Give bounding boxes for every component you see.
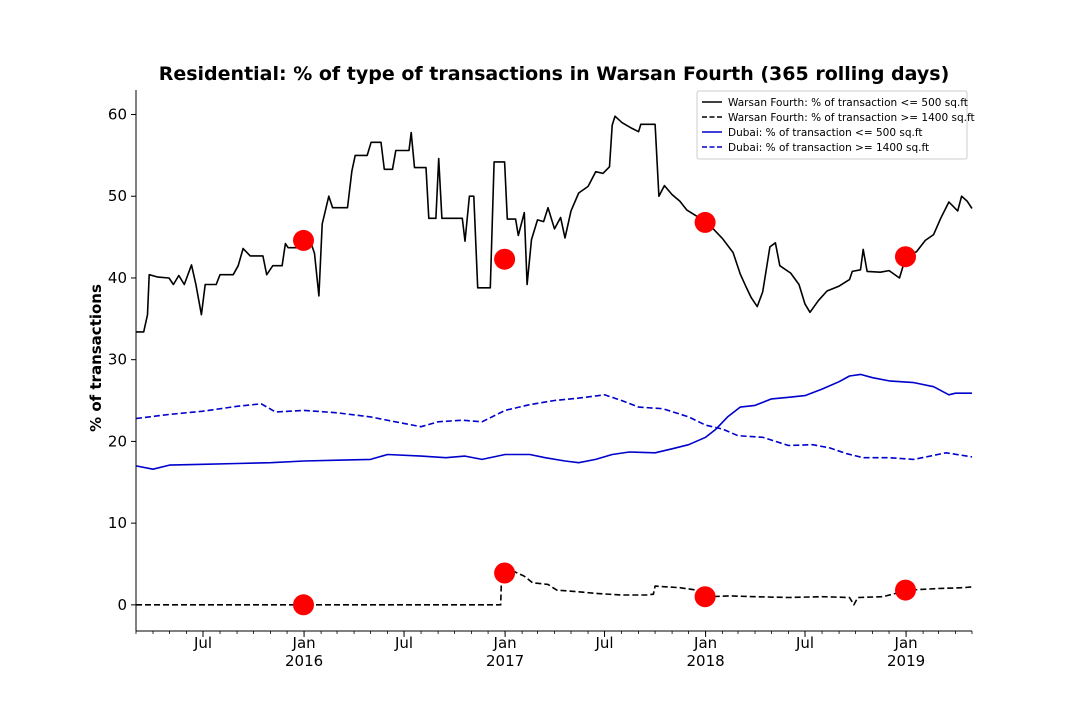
x-tick-year-label-2: 2016 — [285, 652, 323, 670]
chart-title: Residential: % of type of transactions i… — [159, 63, 950, 85]
marker-point-1 — [293, 229, 314, 251]
x-tick-label-1: Jul — [193, 634, 212, 652]
y-tick-label-0: 0 — [117, 596, 127, 614]
y-tick-label-30: 30 — [108, 351, 127, 369]
marker-point-5 — [293, 594, 314, 616]
marker-point-7 — [694, 586, 716, 608]
marker-point-4 — [895, 246, 916, 268]
y-tick-label-20: 20 — [108, 432, 127, 450]
x-tick-label-6: Jan — [693, 634, 717, 652]
x-tick-label-8: Jan — [894, 634, 918, 652]
series-line-4 — [135, 393, 973, 461]
series-line-2 — [136, 565, 973, 606]
x-tick-label-4: Jan — [493, 634, 517, 652]
series-line-3 — [135, 373, 972, 471]
legend-label-1: Warsan Fourth: % of transaction <= 500 s… — [728, 97, 968, 109]
x-tick-year-label-4: 2017 — [486, 652, 524, 670]
marker-point-2 — [494, 248, 516, 270]
series-line-1 — [136, 115, 973, 333]
legend-label-3: Dubai: % of transaction <= 500 sq.ft — [728, 127, 922, 139]
y-tick-label-60: 60 — [108, 106, 127, 124]
marker-point-3 — [694, 211, 716, 233]
y-tick-label-10: 10 — [108, 514, 127, 532]
x-tick-label-7: Jul — [795, 634, 814, 652]
y-tick-label-50: 50 — [108, 187, 127, 205]
x-tick-label-2: Jan — [292, 634, 316, 652]
x-tick-year-label-8: 2019 — [887, 652, 925, 670]
x-tick-label-5: Jul — [594, 634, 613, 652]
legend-label-2: Warsan Fourth: % of transaction >= 1400 … — [728, 112, 975, 124]
legend-label-4: Dubai: % of transaction >= 1400 sq.ft — [728, 142, 929, 154]
legend-box — [696, 90, 968, 160]
x-tick-year-label-6: 2018 — [687, 652, 725, 670]
marker-point-6 — [494, 562, 516, 584]
x-tick-label-3: Jul — [394, 634, 413, 652]
y-tick-label-40: 40 — [108, 269, 127, 287]
marker-point-8 — [895, 579, 916, 601]
legend: Warsan Fourth: % of transaction <= 500 s… — [696, 90, 975, 160]
y-axis-label: % of transactions — [87, 284, 105, 432]
